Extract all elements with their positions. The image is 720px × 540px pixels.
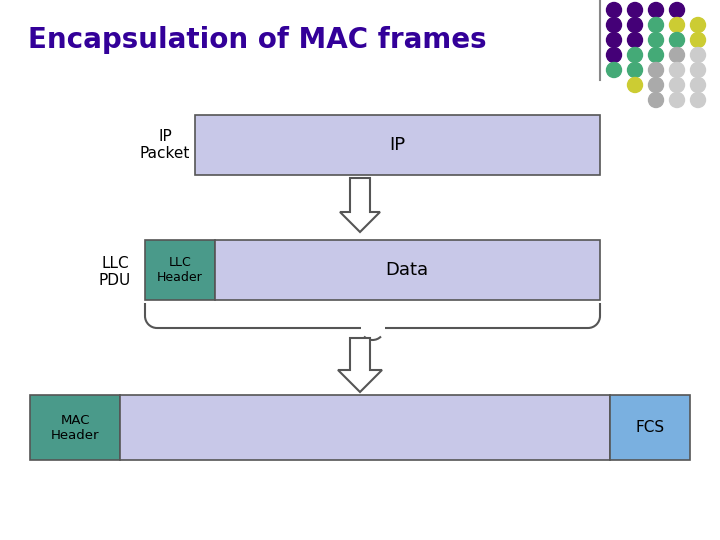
Text: FCS: FCS — [636, 421, 665, 435]
Circle shape — [690, 17, 706, 32]
Circle shape — [649, 63, 664, 78]
Circle shape — [670, 48, 685, 63]
Circle shape — [628, 78, 642, 92]
Bar — [215, 240, 600, 300]
Circle shape — [670, 63, 685, 78]
Bar — [30, 395, 120, 460]
Circle shape — [606, 17, 621, 32]
Circle shape — [649, 32, 664, 48]
Circle shape — [649, 48, 664, 63]
Circle shape — [628, 63, 642, 78]
Text: IP: IP — [389, 136, 405, 154]
Circle shape — [628, 32, 642, 48]
Text: Encapsulation of MAC frames: Encapsulation of MAC frames — [28, 26, 487, 54]
Text: LLC
PDU: LLC PDU — [99, 256, 131, 288]
Polygon shape — [340, 178, 380, 232]
Circle shape — [628, 3, 642, 17]
Text: Data: Data — [385, 261, 428, 279]
Polygon shape — [338, 338, 382, 392]
Circle shape — [628, 17, 642, 32]
Circle shape — [670, 3, 685, 17]
Circle shape — [670, 17, 685, 32]
Circle shape — [649, 3, 664, 17]
Circle shape — [670, 92, 685, 107]
Text: MAC
Header: MAC Header — [50, 414, 99, 442]
Text: LLC
Header: LLC Header — [157, 256, 203, 284]
Bar — [120, 395, 610, 460]
Circle shape — [690, 48, 706, 63]
Circle shape — [606, 32, 621, 48]
Bar — [195, 115, 600, 175]
Circle shape — [670, 78, 685, 92]
Circle shape — [649, 92, 664, 107]
Text: IP
Packet: IP Packet — [140, 129, 190, 161]
Bar — [145, 240, 215, 300]
Circle shape — [649, 78, 664, 92]
Circle shape — [690, 63, 706, 78]
Circle shape — [690, 32, 706, 48]
Bar — [610, 395, 690, 460]
Circle shape — [628, 48, 642, 63]
Circle shape — [649, 17, 664, 32]
Circle shape — [690, 92, 706, 107]
Circle shape — [606, 48, 621, 63]
Circle shape — [670, 32, 685, 48]
Circle shape — [606, 3, 621, 17]
Circle shape — [606, 63, 621, 78]
Circle shape — [690, 78, 706, 92]
